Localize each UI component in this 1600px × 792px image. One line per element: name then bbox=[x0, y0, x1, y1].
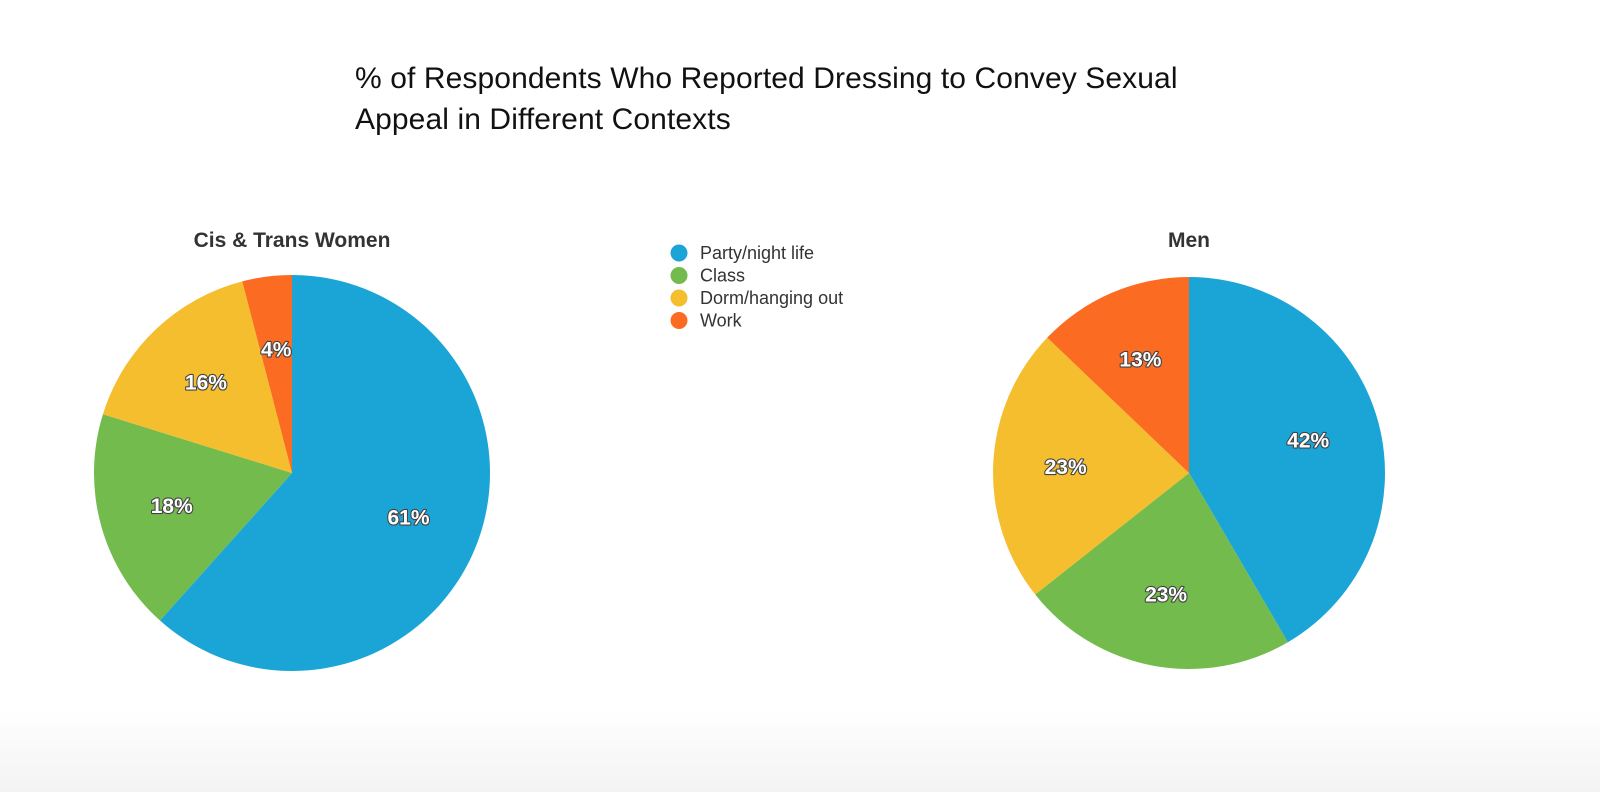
legend-swatch-work bbox=[670, 312, 688, 329]
pie-slice-men-work bbox=[1047, 277, 1189, 473]
slice-label-women-class: 18% bbox=[151, 495, 193, 518]
chart-title-line-1: % of Respondents Who Reported Dressing t… bbox=[355, 62, 1178, 95]
pie-title-men: Men bbox=[1168, 229, 1210, 252]
legend-label-work: Work bbox=[700, 311, 743, 331]
legend-label-dorm-hanging-out: Dorm/hanging out bbox=[700, 288, 843, 308]
slice-label-men-dorm-hanging-out: 23% bbox=[1045, 456, 1087, 479]
pie-title-women: Cis & Trans Women bbox=[194, 229, 391, 252]
legend-label-class: Class bbox=[700, 266, 745, 286]
pie-slice-women-work bbox=[242, 275, 292, 473]
chart-title: % of Respondents Who Reported Dressing t… bbox=[355, 58, 1255, 140]
pie-slice-men-dorm-hanging-out bbox=[993, 337, 1189, 595]
pie-slice-men-party-night-life bbox=[1189, 277, 1386, 643]
pie-slice-men-class bbox=[1035, 473, 1288, 669]
pie-slice-women-dorm-hanging-out bbox=[102, 281, 293, 473]
slice-label-men-party-night-life: 42% bbox=[1287, 430, 1329, 453]
pie-slice-women-party-night-life bbox=[159, 275, 490, 671]
slice-label-men-class: 23% bbox=[1145, 583, 1187, 606]
slice-label-women-dorm-hanging-out: 16% bbox=[185, 372, 227, 395]
slice-label-women-party-night-life: 61% bbox=[388, 507, 430, 530]
chart-title-line-2: Appeal in Different Contexts bbox=[355, 103, 731, 136]
slice-label-men-work: 13% bbox=[1119, 348, 1161, 371]
pie-chart-men: Men 42% 23% 23% 13% bbox=[993, 229, 1386, 669]
legend-swatch-party-night-life bbox=[670, 244, 688, 262]
pie-slice-women-class bbox=[94, 414, 292, 621]
legend-swatch-dorm-hanging-out bbox=[670, 289, 688, 307]
slice-label-women-work: 4% bbox=[261, 338, 292, 361]
pie-chart-women: Cis & Trans Women 61% 18% 16% 4% bbox=[94, 229, 490, 671]
legend-swatch-class bbox=[670, 267, 688, 284]
legend-label-party-night-life: Party/night life bbox=[700, 243, 814, 263]
